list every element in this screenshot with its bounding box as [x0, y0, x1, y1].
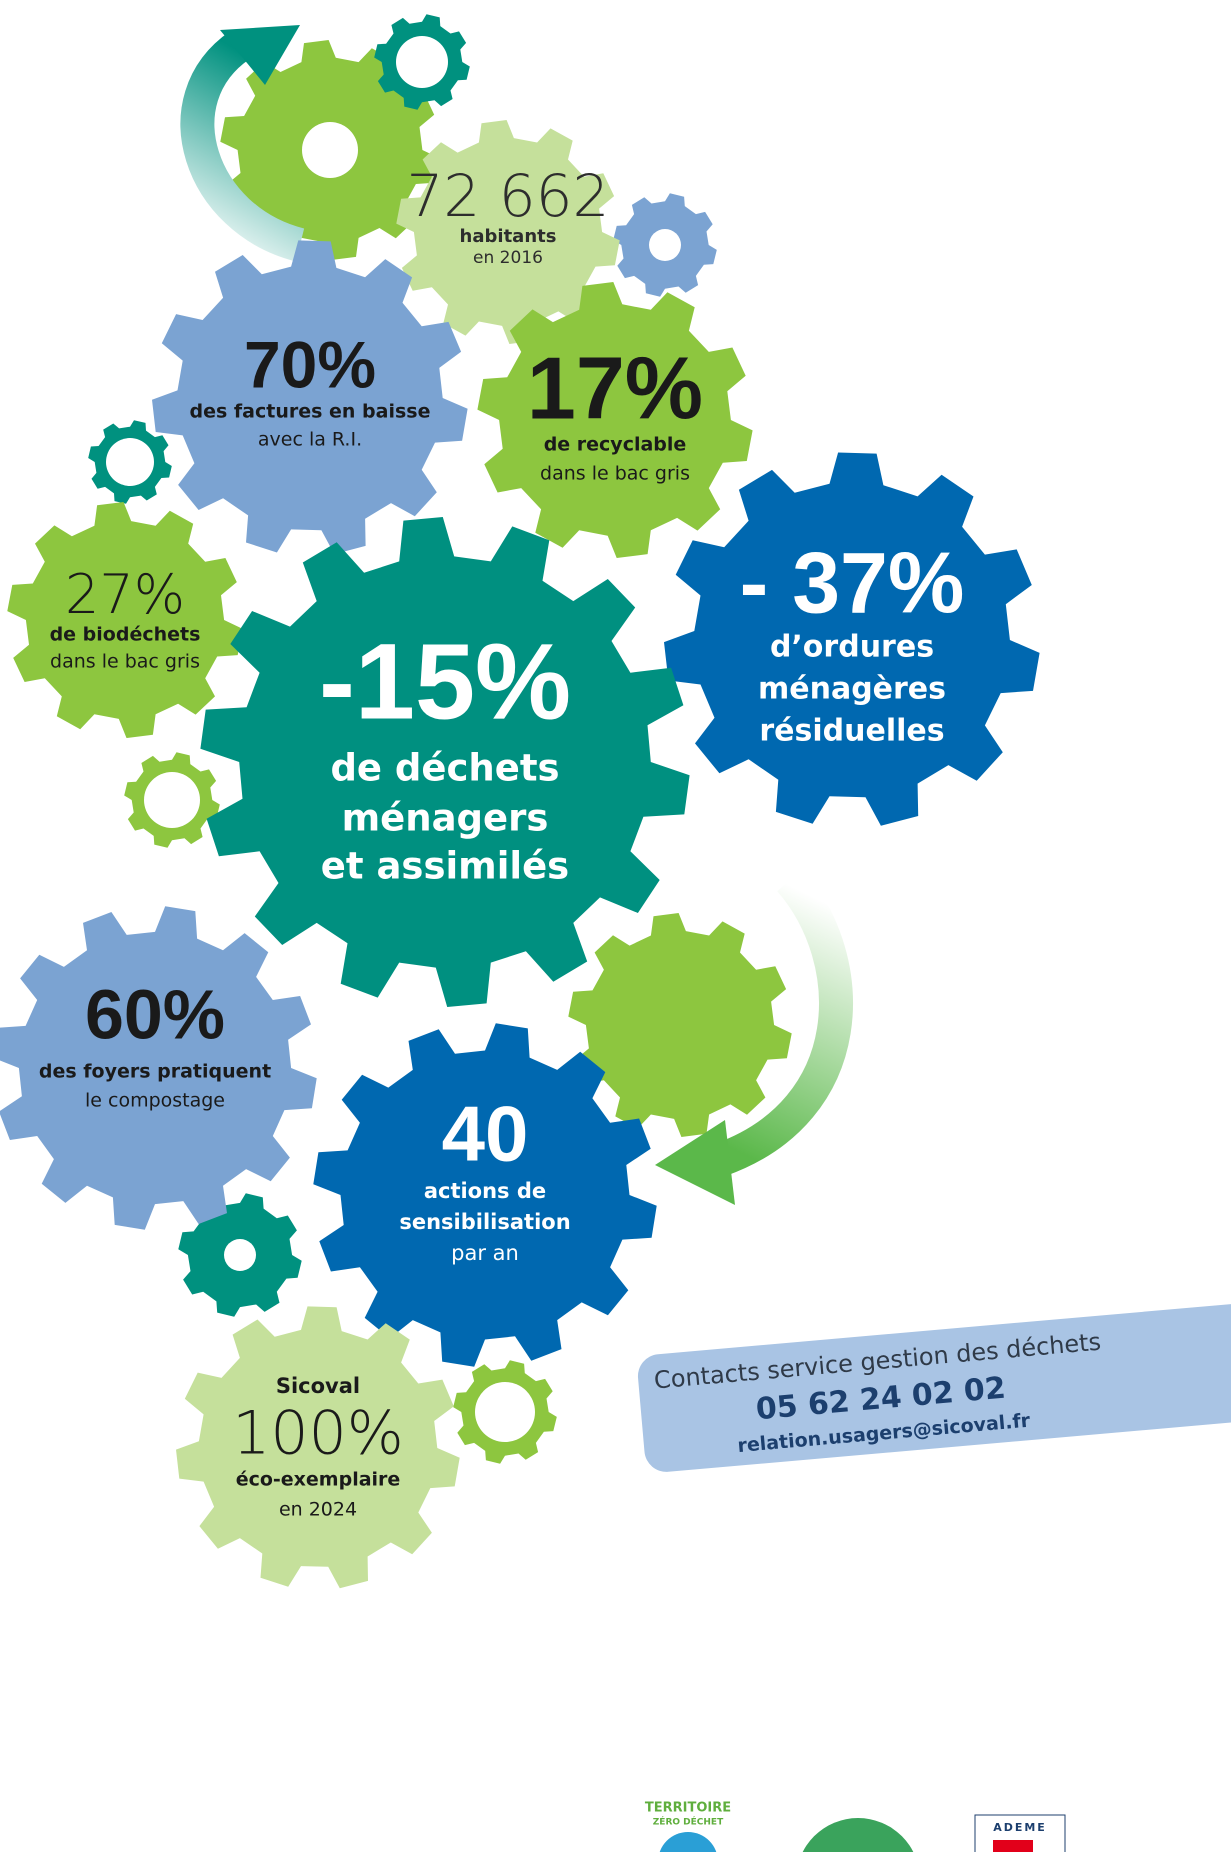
gear-hole — [396, 36, 448, 88]
gear-label: ménagers — [342, 797, 549, 840]
gear-label: sensibilisation — [399, 1210, 570, 1234]
logo-text: ZÉRO DÉCHET — [653, 1816, 724, 1828]
arrow-head — [220, 25, 300, 85]
logo — [802, 1818, 914, 1852]
gear-figure: 17% — [527, 338, 703, 437]
gear — [7, 502, 243, 738]
gear-hole — [224, 1239, 256, 1271]
gear-hole — [106, 438, 154, 486]
logo-text: ADEME — [993, 1821, 1047, 1834]
gear-figure: 40 — [442, 1090, 529, 1178]
gear-heading: Sicoval — [276, 1374, 360, 1398]
gear-label: d’ordures — [770, 630, 934, 665]
contact-bg — [637, 1303, 1231, 1472]
arrow-head — [655, 1120, 735, 1205]
gear — [664, 452, 1040, 826]
gear — [0, 906, 317, 1230]
logo — [993, 1840, 1033, 1852]
gear-detail: en 2016 — [473, 248, 543, 268]
gear-detail: dans le bac gris — [540, 463, 690, 485]
gear-detail: en 2024 — [279, 1499, 357, 1521]
gear-label: actions de — [424, 1179, 546, 1203]
gear-hole — [144, 772, 200, 828]
gear-figure: 27% — [65, 563, 185, 626]
logo — [659, 1832, 717, 1852]
gear-label: éco-exemplaire — [236, 1469, 401, 1491]
contact-box: Contacts service gestion des déchets 05 … — [637, 1303, 1231, 1472]
gear — [313, 1023, 657, 1367]
gear-label: ménagères — [758, 672, 946, 707]
gear-label: des factures en baisse — [189, 401, 430, 423]
gear — [396, 120, 620, 344]
gear — [568, 913, 792, 1137]
gear-figure: 70% — [244, 327, 376, 401]
gear-label: de déchets — [330, 747, 559, 790]
gear-detail: par an — [451, 1241, 519, 1265]
gear — [477, 282, 753, 558]
gear-figure: 60% — [85, 975, 225, 1053]
gear-figure: 72 662 — [407, 162, 610, 230]
gear-label: résiduelles — [759, 714, 944, 749]
gear-hole — [649, 229, 681, 261]
gear — [200, 517, 690, 1007]
gear-detail: le compostage — [85, 1090, 225, 1112]
gear-hole — [302, 122, 358, 178]
gear-label: habitants — [460, 226, 557, 247]
gear — [176, 1306, 460, 1589]
gear-label: des foyers pratiquent — [39, 1061, 271, 1083]
gear — [152, 240, 468, 555]
gear-detail: dans le bac gris — [50, 651, 200, 673]
decoration — [88, 14, 792, 1464]
gear-hole — [475, 1382, 535, 1442]
gear-figure: -15% — [319, 621, 571, 742]
arrow — [713, 868, 853, 1177]
gear-figure: 100% — [232, 1399, 404, 1469]
gear-label: de biodéchets — [50, 624, 201, 646]
gear-figure: - 37% — [740, 536, 965, 632]
gear-label: et assimilés — [321, 845, 569, 888]
arrow — [180, 31, 305, 262]
logo-text: TERRITOIRE — [645, 1801, 731, 1816]
gear-label: de recyclable — [544, 434, 687, 456]
gear-detail: avec la R.I. — [258, 429, 362, 451]
